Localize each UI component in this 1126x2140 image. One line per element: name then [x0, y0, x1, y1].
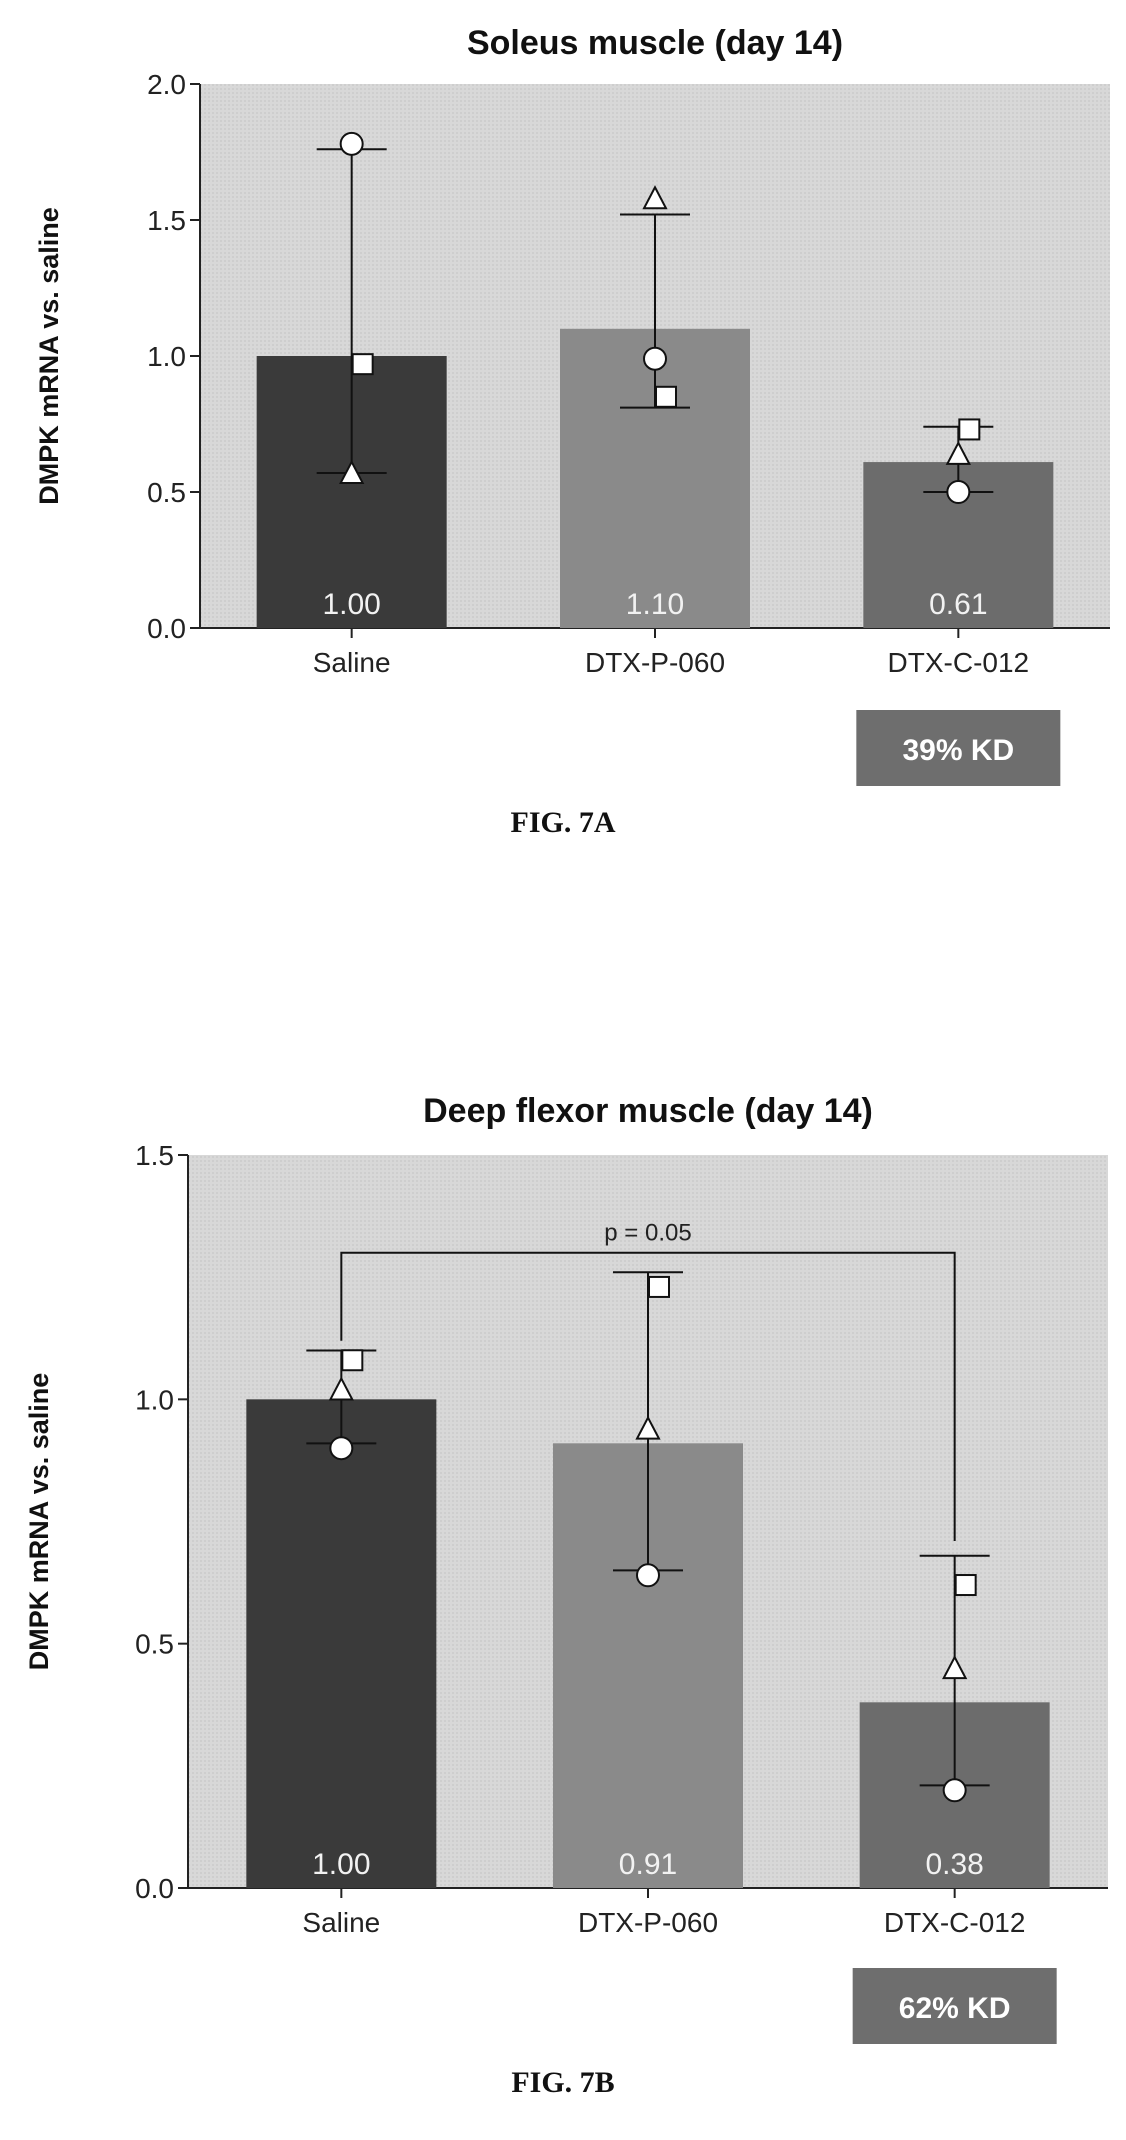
kd-badge	[852, 1968, 1057, 2044]
y-tick-label: 1.0	[147, 341, 186, 372]
y-tick-label: 0.0	[147, 613, 186, 644]
y-tick-label: 1.5	[135, 1140, 174, 1171]
bar-value-label: 1.00	[322, 588, 380, 621]
data-point-triangle	[328, 1376, 354, 1401]
data-point-triangle	[635, 1415, 661, 1440]
figure-7a: Soleus muscle (day 14) DMPK mRNA vs. sali…	[0, 0, 1126, 900]
significance-label: p = 0.05	[604, 1220, 691, 1247]
x-tick-label: DTX-C-012	[884, 1907, 1026, 1938]
bar-value-label: 0.91	[619, 1848, 677, 1881]
y-tick-label: 2.0	[147, 69, 186, 100]
x-tick-label: Saline	[302, 1907, 380, 1938]
y-tick-label: 1.5	[147, 205, 186, 236]
bar	[246, 1399, 437, 1888]
data-point-triangle	[642, 185, 668, 210]
chart-soleus: Soleus muscle (day 14) DMPK mRNA vs. sali…	[34, 24, 1110, 786]
data-point-circle	[636, 1563, 660, 1588]
y-axis-label: DMPK mRNA vs. saline	[34, 207, 64, 505]
y-tick-label: 0.5	[147, 477, 186, 508]
kd-badge	[856, 710, 1061, 786]
data-point-circle	[339, 131, 364, 156]
y-tick-label: 0.0	[135, 1873, 174, 1904]
chart-title: Soleus muscle (day 14)	[467, 24, 843, 62]
data-point-square	[954, 1574, 977, 1597]
bar-value-label: 1.00	[312, 1848, 370, 1881]
chart-title: Deep flexor muscle (day 14)	[423, 1092, 873, 1130]
x-tick-label: DTX-P-060	[578, 1907, 718, 1938]
chart-deep-flexor: Deep flexor muscle (day 14) DMPK mRNA vs.…	[24, 1092, 1108, 2044]
kd-badge-label: 39% KD	[902, 734, 1014, 767]
data-point-square	[351, 353, 374, 376]
y-tick-label: 0.5	[135, 1629, 174, 1660]
data-point-circle	[643, 346, 667, 371]
data-point-circle	[942, 1778, 967, 1803]
x-tick-label: DTX-P-060	[585, 647, 725, 678]
bar-value-label: 1.10	[626, 588, 684, 621]
data-point-square	[655, 385, 677, 408]
data-point-triangle	[942, 1654, 968, 1680]
figure-7b: Deep flexor muscle (day 14) DMPK mRNA vs.…	[0, 1060, 1126, 2140]
figure-caption: FIG. 7A	[510, 806, 616, 839]
data-point-square	[958, 418, 981, 441]
data-point-triangle	[945, 440, 971, 465]
significance-bracket	[340, 1251, 956, 1542]
data-point-circle	[946, 480, 971, 504]
data-point-square	[648, 1275, 670, 1298]
x-tick-label: DTX-C-012	[888, 647, 1030, 678]
kd-badge-label: 62% KD	[899, 1992, 1011, 2025]
data-point-square	[341, 1349, 364, 1372]
data-point-circle	[329, 1436, 354, 1461]
figure-caption: FIG. 7B	[511, 2066, 615, 2099]
data-point-triangle	[339, 459, 365, 484]
y-axis-label: DMPK mRNA vs. saline	[24, 1373, 54, 1671]
x-tick-label: Saline	[313, 647, 391, 678]
bar-value-label: 0.38	[925, 1848, 983, 1881]
bar-value-label: 0.61	[929, 588, 987, 621]
y-tick-label: 1.0	[135, 1384, 174, 1415]
